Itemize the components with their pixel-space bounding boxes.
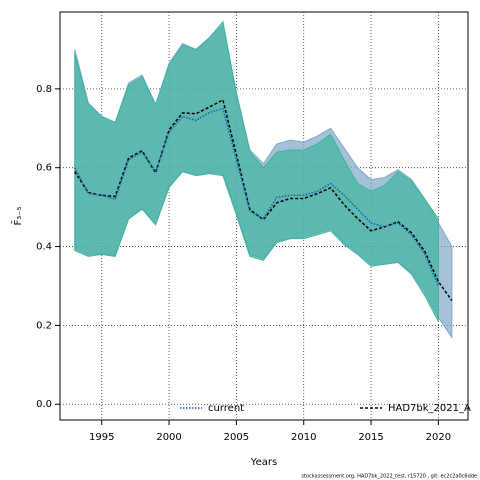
footnote: stockassessment.org, HAD7bk_2022_test, r… xyxy=(301,474,477,480)
x-tick-label: 2010 xyxy=(291,432,316,443)
legend-label: HAD7bk_2021_A xyxy=(388,403,471,414)
y-tick-label: 0.6 xyxy=(36,163,52,174)
x-tick-label: 2020 xyxy=(426,432,451,443)
x-tick-label: 1995 xyxy=(89,432,114,443)
x-tick-label: 2015 xyxy=(358,432,383,443)
plot-frame xyxy=(59,11,469,421)
line xyxy=(74,107,440,287)
y-tick-label: 0.4 xyxy=(36,242,52,253)
x-tick-label: 2005 xyxy=(224,432,249,443)
x-axis-label: Years xyxy=(250,457,277,468)
y-tick-label: 0.8 xyxy=(36,84,52,95)
y-tick-label: 0.0 xyxy=(36,399,52,410)
x-tick-label: 2000 xyxy=(156,432,181,443)
legend-label: current xyxy=(208,403,244,414)
y-tick-label: 0.2 xyxy=(36,320,52,331)
y-axis-label: F̄₃₋₅ xyxy=(11,206,24,225)
confidence-band xyxy=(74,20,439,322)
